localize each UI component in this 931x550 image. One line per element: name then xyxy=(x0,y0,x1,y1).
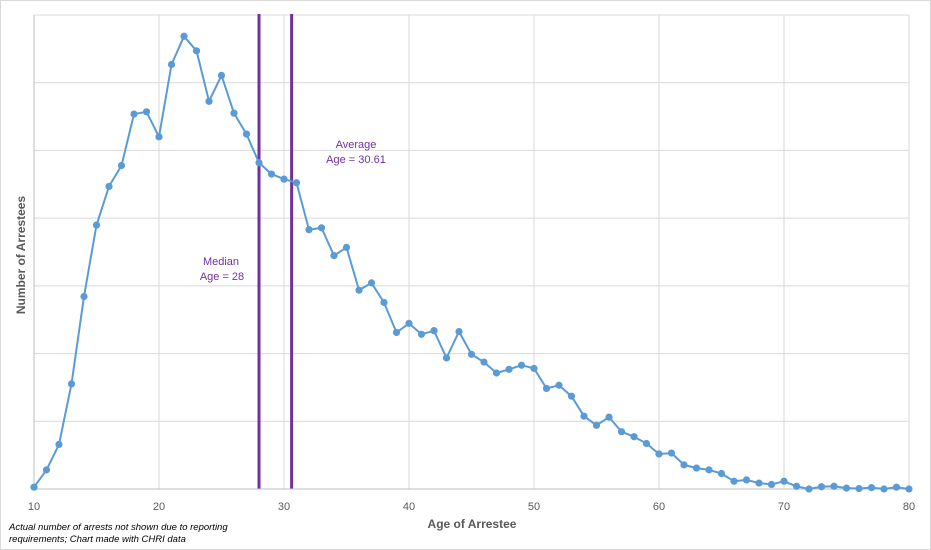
footnote-line2: requirements; Chart made with CHRI data xyxy=(9,534,186,545)
data-point xyxy=(542,384,551,393)
data-point xyxy=(680,461,688,469)
data-point xyxy=(705,466,713,474)
data-point xyxy=(417,330,426,338)
data-point xyxy=(530,364,538,373)
gridlines xyxy=(34,14,910,489)
data-point xyxy=(517,361,526,369)
data-point xyxy=(380,298,388,307)
data-point xyxy=(842,484,851,492)
x-tick-label: 10 xyxy=(28,501,40,513)
average-annotation: Average Age = 30.61 xyxy=(326,139,386,166)
data-point xyxy=(767,480,776,489)
data-point xyxy=(392,328,401,337)
x-tick-label: 50 xyxy=(528,501,540,513)
data-point xyxy=(792,482,801,490)
data-point xyxy=(330,251,338,260)
data-point xyxy=(267,170,276,178)
x-tick-label: 80 xyxy=(903,501,915,513)
data-point xyxy=(355,286,363,294)
x-tick-labels: 10 20 30 40 50 60 70 80 xyxy=(28,501,915,513)
data-point xyxy=(630,433,638,441)
median-label-line1: Median xyxy=(203,256,239,268)
data-point xyxy=(80,292,88,301)
data-point xyxy=(480,358,488,366)
data-point xyxy=(567,392,576,400)
data-point xyxy=(892,483,901,491)
data-point xyxy=(30,483,38,491)
median-annotation: Median Age = 28 xyxy=(200,256,244,283)
footnote-line1: Actual number of arrests not shown due t… xyxy=(8,522,228,533)
data-point xyxy=(217,71,226,80)
data-point xyxy=(455,327,463,336)
x-tick-label: 30 xyxy=(278,501,290,513)
data-point xyxy=(867,484,876,492)
data-point xyxy=(780,477,788,485)
data-point xyxy=(67,380,76,388)
data-point xyxy=(405,319,413,327)
data-point xyxy=(167,60,176,69)
data-point xyxy=(692,464,701,472)
data-point xyxy=(855,484,863,493)
data-point xyxy=(242,130,251,138)
data-point xyxy=(505,365,513,373)
data-point xyxy=(467,350,476,358)
data-point xyxy=(292,179,301,187)
footnote: Actual number of arrests not shown due t… xyxy=(8,522,228,545)
data-point xyxy=(642,439,651,448)
data-point xyxy=(55,440,63,449)
data-point xyxy=(367,279,376,287)
data-point xyxy=(430,327,438,335)
data-point xyxy=(742,476,751,484)
data-point xyxy=(580,412,588,420)
data-point xyxy=(830,482,838,490)
data-point xyxy=(905,485,913,493)
data-point xyxy=(667,449,676,457)
data-point xyxy=(105,182,113,191)
data-point xyxy=(592,421,601,429)
data-point xyxy=(617,428,626,436)
x-tick-label: 20 xyxy=(153,501,165,513)
data-point xyxy=(755,479,763,487)
data-point xyxy=(305,226,313,234)
data-point xyxy=(555,381,563,389)
data-point xyxy=(117,161,126,170)
x-tick-label: 40 xyxy=(403,501,415,513)
data-point xyxy=(317,224,326,232)
data-point xyxy=(142,108,151,116)
data-point xyxy=(255,159,263,167)
data-point xyxy=(42,466,51,474)
data-point xyxy=(880,485,888,493)
reference-lines xyxy=(257,14,294,489)
data-point xyxy=(442,354,451,362)
data-point xyxy=(492,369,501,377)
average-label-line2: Age = 30.61 xyxy=(326,154,386,166)
axes xyxy=(33,15,909,490)
x-tick-label: 70 xyxy=(778,501,790,513)
data-point xyxy=(605,413,613,421)
data-point xyxy=(717,469,726,478)
data-point xyxy=(805,485,813,493)
data-point xyxy=(342,243,351,251)
data-point xyxy=(192,47,201,55)
data-point xyxy=(205,97,213,105)
data-point xyxy=(130,110,138,118)
x-axis-title: Age of Arrestee xyxy=(428,517,517,531)
data-point xyxy=(655,450,663,458)
data-point xyxy=(730,477,738,485)
data-point xyxy=(92,221,101,229)
data-point xyxy=(230,109,238,117)
data-point xyxy=(817,483,826,491)
average-label-line1: Average xyxy=(336,139,377,151)
series-group xyxy=(30,32,913,493)
x-tick-label: 60 xyxy=(653,501,665,513)
data-point xyxy=(180,32,188,40)
data-point xyxy=(155,133,163,141)
data-point xyxy=(280,175,288,183)
median-label-line2: Age = 28 xyxy=(200,271,244,283)
y-axis-title: Number of Arrestees xyxy=(14,196,28,315)
